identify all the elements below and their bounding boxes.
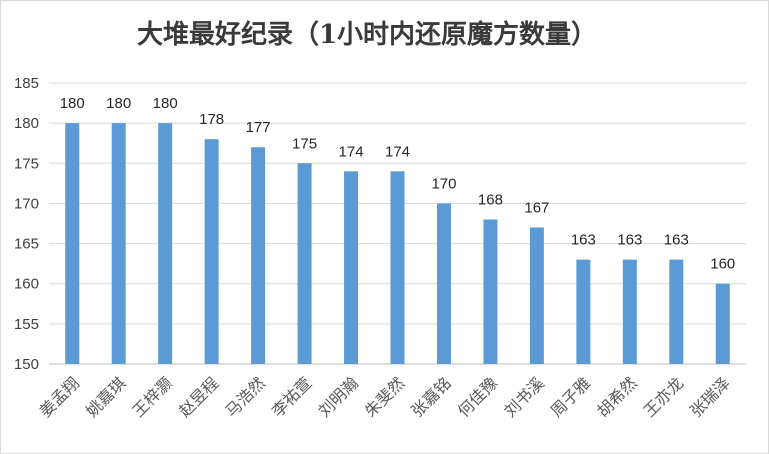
data-label: 178 [199,111,224,128]
x-category-label: 王亦龙 [640,373,687,420]
x-category-label: 姚嘉琪 [82,373,129,420]
bar [204,139,219,364]
y-tick-label: 170 [14,195,39,212]
y-tick-label: 165 [14,236,39,253]
data-label: 174 [385,143,410,160]
bar [158,123,173,365]
chart-title: 大堆最好纪录（1小时内还原魔方数量） [137,19,597,50]
bar [436,203,451,364]
bar [529,227,544,364]
bars [65,123,730,365]
data-label: 177 [246,119,271,136]
bar [297,163,312,364]
y-tick-label: 180 [14,115,39,132]
bar [251,147,266,364]
data-label: 180 [60,95,85,112]
x-category-label: 刘书溪 [500,373,547,420]
y-tick-label: 185 [14,75,39,92]
bar [483,219,498,364]
data-label: 163 [571,232,596,249]
data-label: 180 [106,95,131,112]
bar [622,259,637,364]
y-tick-label: 175 [14,155,39,172]
x-category-label: 李祐萱 [268,373,315,420]
bar [111,123,126,365]
bar [576,259,591,364]
bar [715,283,730,364]
y-tick-label: 155 [14,316,39,333]
data-label: 160 [710,256,735,273]
x-category-label: 张瑞泽 [686,373,733,420]
x-category-label: 张嘉铭 [407,373,454,420]
data-label: 180 [153,95,178,112]
x-category-label: 赵昱程 [175,373,222,420]
x-category-label: 周子雅 [547,373,594,420]
x-category-label: 何佳豫 [454,373,501,420]
x-axis-category-labels: 姜孟翔 姚嘉琪 王梓灏 赵昱程 马浩然 李祐萱 刘明瀚 朱斐然 张嘉铭 何佳豫 刘书溪 周子雅 胡希然王… [36,373,734,420]
bar [390,171,405,364]
x-category-label: 胡希然 [593,373,640,420]
bar [669,259,684,364]
bar [344,171,359,364]
data-labels: 180 180 180 178 177 175 174 174 170 168 167 163 163 1… [60,95,736,273]
x-category-label: 王梓灏 [129,373,176,420]
x-category-label: 刘明瀚 [314,373,361,420]
data-label: 168 [478,191,503,208]
data-label: 163 [664,232,689,249]
data-label: 170 [431,175,456,192]
x-category-label: 姜孟翔 [36,373,83,420]
data-label: 163 [617,232,642,249]
bar [65,123,80,365]
data-label: 174 [339,143,364,160]
y-tick-label: 160 [14,276,39,293]
x-category-label: 朱斐然 [361,373,408,420]
data-label: 175 [292,135,317,152]
y-tick-label: 150 [14,356,39,373]
y-axis-tick-labels: 150 155 160 165 170 175 180 185 [14,75,39,373]
x-category-label: 马浩然 [222,373,269,420]
data-label: 167 [524,200,549,217]
